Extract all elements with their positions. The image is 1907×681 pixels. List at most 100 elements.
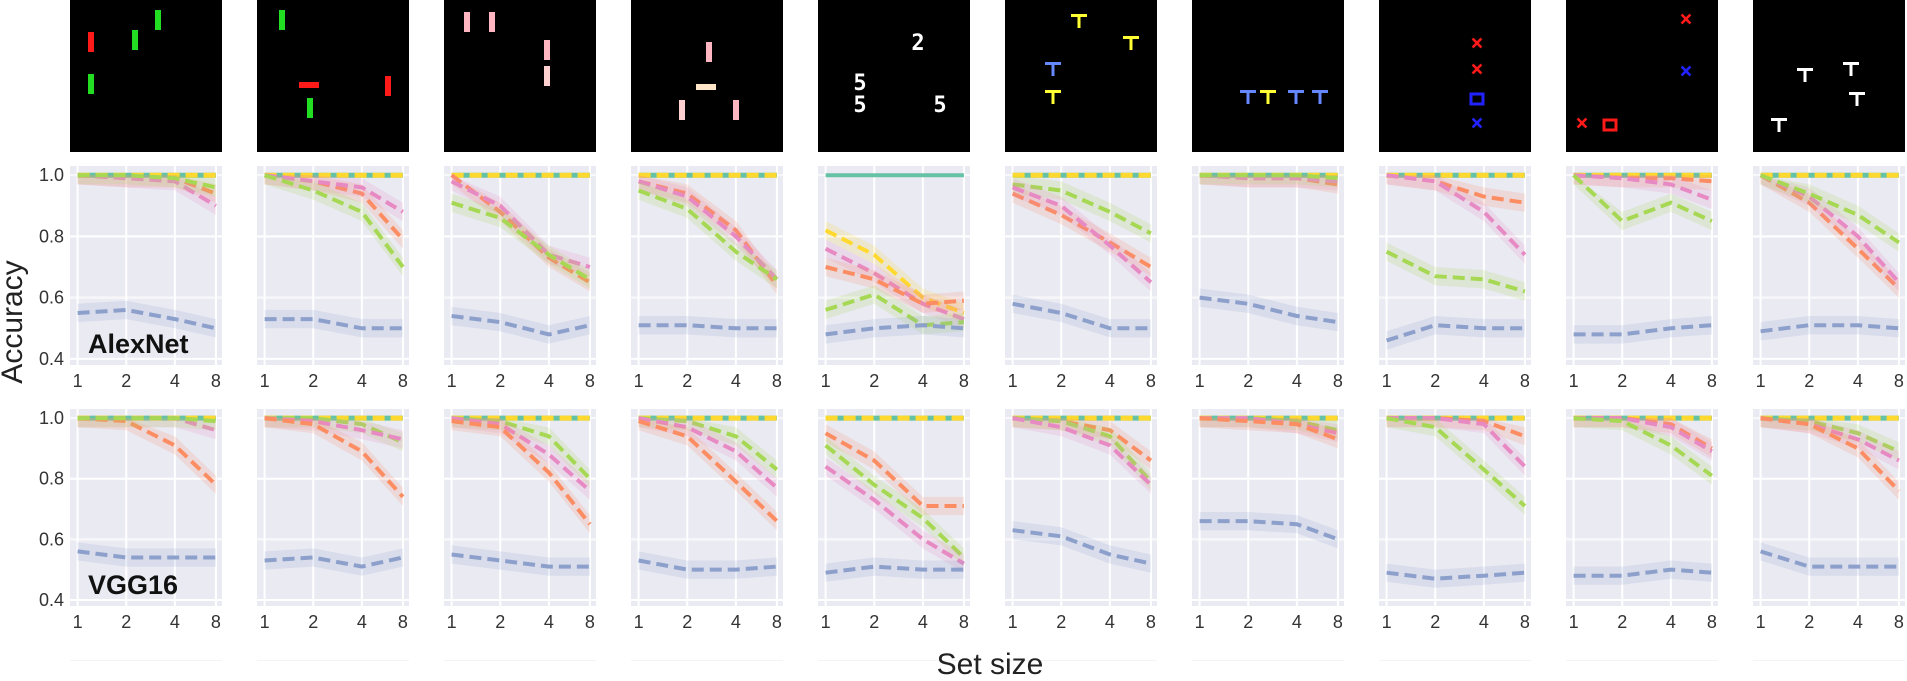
series-band-orange: [1012, 418, 1151, 470]
panel-row1-col10: 1 2 4 8: [1753, 166, 1905, 421]
x-tick-label: 8: [1520, 612, 1530, 632]
x-tick-label: 1: [821, 371, 831, 391]
digit-2-icon: 2: [911, 31, 924, 56]
x-tick-label: 4: [357, 371, 367, 391]
plot-area: [1753, 409, 1905, 606]
y-axis-label: Accuracy: [0, 260, 29, 383]
series-line-blue: [1199, 519, 1339, 542]
series-line-green: [824, 292, 965, 328]
stimulus-background: [70, 0, 222, 152]
x-tick-label: 4: [544, 612, 554, 632]
digit-5-icon: 5: [853, 93, 866, 118]
x-tick-label: 1: [821, 612, 831, 632]
x-tick-label: 1: [1195, 612, 1205, 632]
x-tick-label: 2: [1430, 612, 1440, 632]
x-tick-label: 1: [634, 371, 644, 391]
series-line-orange: [1759, 173, 1901, 290]
x-tick-label: 4: [918, 612, 928, 632]
x-tick-label: 1: [1569, 612, 1579, 632]
x-tick-label: 1: [1382, 612, 1392, 632]
x-tick-label: 4: [1292, 371, 1302, 391]
series-line-green: [1012, 416, 1153, 484]
series-line-blue: [1386, 570, 1526, 581]
panel-row2-col6: 1 2 4 8: [1005, 409, 1157, 662]
x-tick-label: 8: [1707, 371, 1717, 391]
series-line-pink: [451, 416, 592, 493]
series-line-blue: [825, 323, 965, 337]
x-tick-label: 2: [1243, 371, 1253, 391]
x-tick-label: 8: [1333, 371, 1343, 391]
stimulus-background: [1005, 0, 1157, 152]
x-tick-label: 1: [1008, 371, 1018, 391]
series-line-green: [1199, 173, 1339, 181]
y-tick-label: 0.6: [39, 529, 64, 549]
series-line-blue: [825, 564, 964, 575]
stimulus-image-6: [1005, 0, 1157, 152]
pink-vertical-bar-icon: [544, 66, 550, 86]
series-line-pink: [1011, 185, 1153, 284]
x-tick-label: 1: [1756, 612, 1766, 632]
x-tick-label: 1: [1195, 371, 1205, 391]
red-square-icon: ×: [1470, 57, 1483, 82]
stimulus-background: [631, 0, 783, 152]
series-band-green: [1760, 418, 1899, 461]
x-tick-label: 2: [1243, 612, 1253, 632]
series-line-pink: [1012, 416, 1153, 487]
panel-row2-col7: 1 2 4 8: [1192, 409, 1344, 662]
panel-row2-col2: 1 2 4 8: [257, 409, 409, 662]
x-tick-label: 8: [585, 371, 595, 391]
plot-area: [818, 166, 970, 365]
panel-row1-col6: 1 2 4 8: [1005, 166, 1157, 421]
series-line-blue: [1012, 528, 1152, 566]
plot-area: [631, 409, 783, 606]
x-tick-label: 4: [170, 612, 180, 632]
x-tick-label: 4: [1479, 612, 1489, 632]
series-band-pink: [1199, 175, 1338, 191]
series-line-blue: [451, 314, 591, 337]
yellow-tee-icon: [1260, 90, 1276, 104]
blue-x-icon: [1469, 92, 1485, 106]
series-band-blue: [1199, 288, 1338, 332]
x-tick-label: 8: [211, 612, 221, 632]
white-tee-icon: [1771, 118, 1787, 132]
series-band-green: [638, 418, 777, 479]
y-tick-label: 0.8: [39, 469, 64, 489]
series-band-pink: [638, 418, 777, 497]
panel-row1-col8: 1 2 4 8: [1379, 166, 1531, 421]
x-tick-label: 4: [1105, 371, 1115, 391]
x-tick-label: 1: [1008, 612, 1018, 632]
stimulus-image-3: [444, 0, 596, 152]
stimuli-layer: 255 5××××××: [70, 0, 1905, 152]
series-band-blue: [1386, 316, 1525, 350]
pink-vertical-bar-icon: [489, 12, 495, 32]
red-x-icon: ×: [1679, 7, 1692, 32]
panel-row2-col4: 1 2 4 8: [631, 409, 783, 662]
blue-x-icon: ×: [1575, 111, 1588, 136]
x-tick-label: 4: [1666, 371, 1676, 391]
blue-tee-icon: [1240, 90, 1256, 104]
series-line-green: [1386, 416, 1527, 508]
x-tick-label: 2: [1617, 612, 1627, 632]
x-tick-label: 8: [398, 612, 408, 632]
series-band-green: [1386, 418, 1525, 516]
x-tick-label: 2: [308, 371, 318, 391]
series-line-pink: [1386, 173, 1527, 257]
digit-5-icon: 5: [853, 71, 866, 96]
x-tick-label: 1: [1382, 371, 1392, 391]
series-band-green: [825, 436, 964, 567]
series-band-green: [638, 181, 777, 289]
series-band-blue: [77, 542, 216, 567]
series-band-green: [1199, 418, 1338, 440]
series-band-pink: [1760, 175, 1899, 292]
x-tick-label: 4: [1105, 612, 1115, 632]
series-band-blue: [1199, 512, 1338, 549]
stimulus-image-10: [1753, 0, 1905, 152]
x-tick-label: 1: [447, 612, 457, 632]
series-line-pink: [638, 416, 779, 490]
x-tick-label: 4: [1853, 371, 1863, 391]
green-vertical-bar-icon: [155, 10, 161, 30]
stimulus-image-9: × × ×: [1566, 0, 1718, 152]
x-tick-label: 1: [73, 612, 83, 632]
x-tick-label: 2: [682, 371, 692, 391]
series-band-green: [1760, 175, 1899, 252]
